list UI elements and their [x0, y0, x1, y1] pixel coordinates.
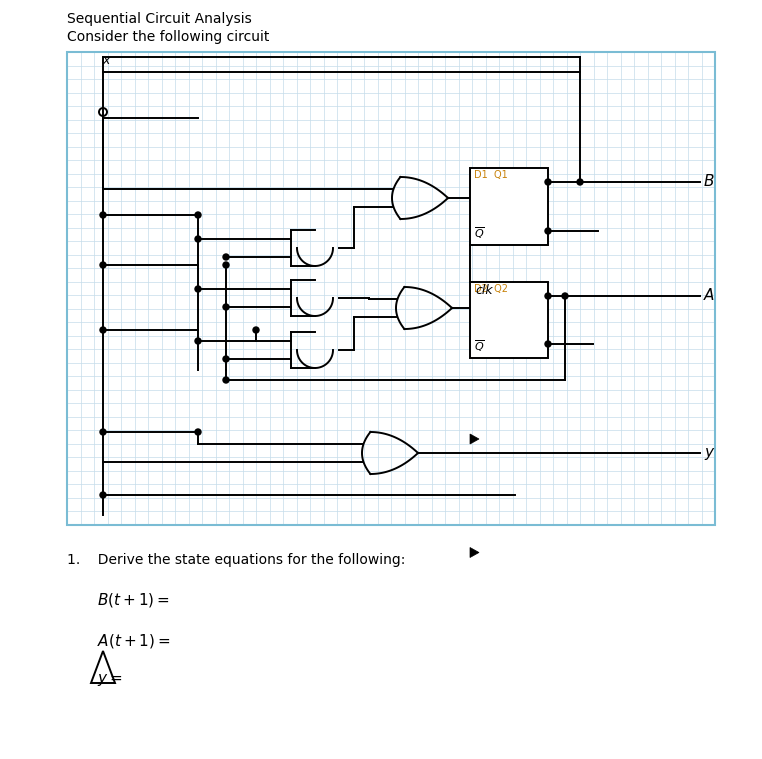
- Circle shape: [100, 429, 106, 435]
- Text: x: x: [102, 54, 110, 67]
- Circle shape: [545, 341, 551, 347]
- Circle shape: [195, 236, 201, 242]
- Circle shape: [195, 429, 201, 435]
- Circle shape: [577, 179, 583, 185]
- Text: B: B: [704, 175, 715, 190]
- Circle shape: [100, 327, 106, 333]
- Circle shape: [100, 262, 106, 268]
- Text: 1.    Derive the state equations for the following:: 1. Derive the state equations for the fo…: [67, 553, 405, 567]
- Text: $y =$: $y =$: [97, 672, 123, 688]
- Circle shape: [223, 356, 229, 362]
- Text: $A(t + 1) =$: $A(t + 1) =$: [97, 632, 171, 650]
- Circle shape: [195, 338, 201, 344]
- Circle shape: [223, 254, 229, 260]
- Circle shape: [195, 212, 201, 218]
- Circle shape: [195, 286, 201, 292]
- Text: Sequential Circuit Analysis: Sequential Circuit Analysis: [67, 12, 251, 26]
- Circle shape: [562, 293, 568, 299]
- Bar: [470, 282, 548, 358]
- Circle shape: [223, 304, 229, 310]
- Polygon shape: [470, 434, 479, 444]
- Circle shape: [100, 212, 106, 218]
- Circle shape: [545, 179, 551, 185]
- Text: $\overline{Q}$: $\overline{Q}$: [474, 339, 485, 354]
- Circle shape: [223, 377, 229, 383]
- Text: A: A: [704, 288, 715, 304]
- Circle shape: [100, 492, 106, 498]
- Circle shape: [253, 327, 259, 333]
- Circle shape: [545, 228, 551, 234]
- Text: clk: clk: [475, 284, 492, 297]
- Text: y: y: [704, 446, 713, 461]
- Circle shape: [545, 293, 551, 299]
- Text: D2  Q2: D2 Q2: [474, 284, 508, 294]
- Circle shape: [223, 262, 229, 268]
- Text: $B(t + 1) =$: $B(t + 1) =$: [97, 591, 170, 609]
- Bar: [67, 52, 715, 525]
- Text: Consider the following circuit: Consider the following circuit: [67, 30, 270, 44]
- Text: $\overline{Q}$: $\overline{Q}$: [474, 225, 485, 241]
- Bar: [470, 168, 548, 245]
- Text: D1  Q1: D1 Q1: [474, 170, 507, 180]
- Polygon shape: [470, 547, 479, 558]
